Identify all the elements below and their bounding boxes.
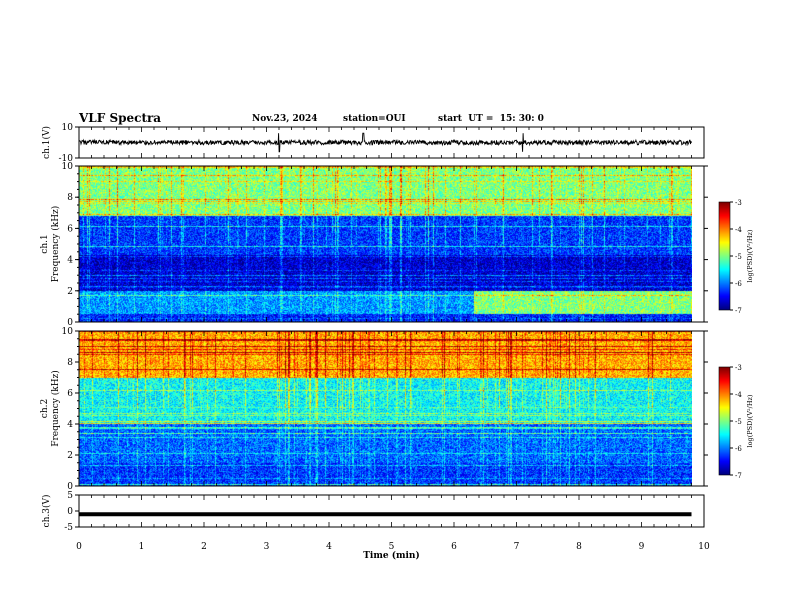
colorbar-tick-label: -6 (735, 280, 742, 288)
colorbar-tick-label: -3 (735, 364, 742, 372)
colorbar-tick-label: -4 (735, 226, 742, 234)
y-tick-label: -5 (64, 523, 73, 533)
colorbar-label-text: log(PSD)(V²/Hz) (746, 394, 754, 447)
x-tick-label: 6 (451, 542, 457, 552)
x-tick-label: 8 (576, 542, 582, 552)
y-tick-label: 4 (67, 420, 73, 430)
y-axis-label-line: ch.1 (40, 234, 50, 253)
colorbar-image (719, 202, 730, 310)
y-tick-label: 6 (67, 389, 73, 399)
colorbar-label: log(PSD)(V²/Hz) (746, 229, 754, 282)
y-tick-label: 4 (67, 256, 73, 266)
y-tick-label: 0 (67, 482, 73, 492)
y-tick-label: 10 (62, 162, 74, 172)
y-tick-label: 2 (67, 451, 73, 461)
y-tick-label: 8 (67, 193, 73, 203)
colorbar-label-text: log(PSD)(V²/Hz) (746, 229, 754, 282)
start-time-label: start UT = 15: 30: 0 (438, 114, 544, 124)
y-axis-label: ch.1 Frequency (kHz) (40, 206, 61, 283)
date-label: Nov.23, 2024 (252, 114, 318, 124)
x-axis-label: Time (min) (363, 550, 420, 561)
y-tick-label: 6 (67, 224, 73, 234)
y-tick-label: 10 (62, 327, 74, 337)
colorbar-tick-label: -5 (735, 418, 742, 426)
colorbar-label: log(PSD)(V²/Hz) (746, 394, 754, 447)
y-axis-label: ch.3(V) (41, 495, 52, 528)
colorbar-tick-label: -5 (735, 253, 742, 261)
x-tick-label: 0 (76, 542, 82, 552)
x-tick-label: 2 (201, 542, 207, 552)
y-axis-label-text: ch.1(V) (41, 126, 52, 159)
colorbar-tick-label: -3 (735, 199, 742, 207)
x-tick-label: 7 (514, 542, 520, 552)
y-axis-label-line: Frequency (kHz) (50, 206, 61, 283)
y-tick-label: 0 (67, 507, 73, 517)
y-axis-label: ch.2 Frequency (kHz) (40, 370, 61, 447)
y-axis-label-line: Frequency (kHz) (50, 370, 61, 447)
y-tick-label: 5 (67, 491, 73, 501)
x-tick-label: 4 (326, 542, 332, 552)
x-tick-label: 10 (698, 542, 710, 552)
colorbar-tick-label: -7 (735, 307, 742, 315)
y-tick-label: -10 (59, 154, 74, 164)
y-axis-label: ch.1(V) (41, 126, 52, 159)
y-tick-label: 2 (67, 287, 73, 297)
y-tick-label: 0 (67, 318, 73, 328)
x-tick-label: 9 (639, 542, 645, 552)
y-tick-label: 8 (67, 358, 73, 368)
station-label: station=OUI (343, 114, 406, 124)
x-tick-label: 3 (264, 542, 270, 552)
spectrogram-image (79, 331, 692, 486)
colorbar-tick-label: -7 (735, 472, 742, 480)
x-tick-label: 1 (139, 542, 145, 552)
colorbar-tick-label: -4 (735, 391, 742, 399)
colorbar-tick-label: -6 (735, 445, 742, 453)
waveform-trace (78, 132, 692, 153)
colorbar-image (719, 367, 730, 475)
chart-title: VLF Spectra (79, 111, 162, 125)
y-axis-label-line: ch.2 (40, 399, 50, 418)
x-tick-label: 5 (389, 542, 395, 552)
y-tick-label: 10 (62, 123, 74, 133)
spectrogram-image (79, 166, 692, 322)
y-axis-label-text: ch.3(V) (41, 495, 52, 528)
